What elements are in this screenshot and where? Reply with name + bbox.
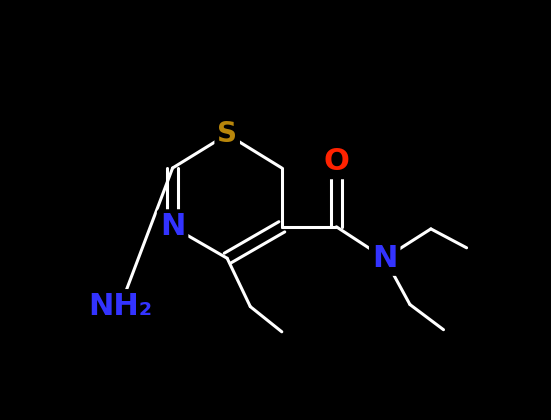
Text: N: N: [372, 244, 397, 273]
Text: S: S: [217, 121, 237, 148]
Text: N: N: [160, 212, 185, 241]
Text: O: O: [323, 147, 349, 176]
Text: NH₂: NH₂: [88, 292, 152, 321]
